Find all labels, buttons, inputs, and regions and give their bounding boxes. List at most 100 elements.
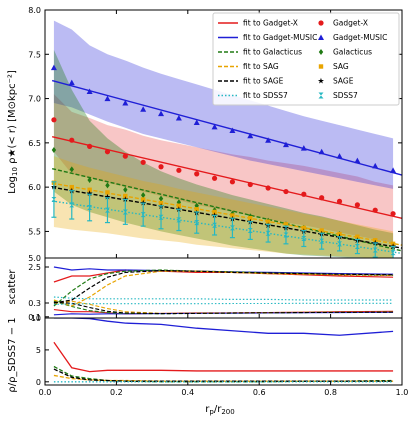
point-sage: ★	[104, 192, 111, 201]
legend-marker: ★	[317, 77, 324, 86]
point-gadget-x	[211, 175, 218, 181]
scatter-line-sage	[53, 269, 394, 304]
point-gadget-music	[211, 123, 218, 130]
point-gadget-x	[283, 188, 289, 195]
point-gadget-x	[319, 195, 325, 201]
point-galacticus	[87, 177, 92, 184]
y-axis-label-ratio: ρ/ρ_SDSS7 − 1	[7, 317, 18, 392]
scatter-line-lower-sdss7	[53, 302, 394, 305]
point-sag	[212, 209, 217, 215]
point-gadget-x	[372, 207, 378, 213]
point-galacticus	[123, 186, 128, 193]
legend-entry: fit to Gadget-X	[243, 19, 298, 28]
point-sag	[283, 222, 289, 227]
point-gadget-music	[247, 132, 254, 139]
legend-entry: Gadget-MUSIC	[333, 33, 387, 42]
point-gadget-x	[301, 191, 307, 197]
fit-line-sdss7	[52, 200, 402, 255]
point-gadget-x	[265, 185, 271, 191]
point-gadget-x	[176, 167, 182, 173]
scatter-line-sdss7	[53, 296, 394, 301]
point-sag	[265, 219, 271, 224]
legend-entry: fit to SAGE	[243, 77, 284, 86]
point-sag	[373, 238, 378, 243]
legend-entry: SDSS7	[333, 91, 358, 100]
point-gadget-music	[265, 137, 272, 143]
point-sag	[140, 197, 146, 202]
legend-entry: Gadget-X	[333, 19, 368, 28]
point-gadget-x	[390, 211, 396, 217]
ratio-line-gadget-x	[53, 341, 394, 373]
legend-entry: SAG	[333, 62, 349, 71]
fit-line-sag	[52, 182, 402, 246]
point-gadget-music	[229, 127, 236, 133]
y-tick-label: 7.5	[28, 50, 41, 59]
point-gadget-music	[336, 153, 343, 159]
point-gadget-x	[140, 159, 146, 165]
point-sdss7	[51, 197, 57, 203]
band-galacticus	[53, 49, 394, 258]
ratio-panel: 0 5 10 0.0 0.2 0.4 0.6 0.8 1.0	[31, 314, 409, 397]
legend-marker	[318, 49, 324, 55]
point-sdss7	[140, 212, 146, 218]
point-sdss7	[372, 247, 378, 253]
legend: fit to Gadget-X fit to Gadget-MUSIC fit to…	[212, 12, 400, 106]
point-sdss7	[301, 236, 307, 242]
x-tick-label: 0.4	[181, 388, 194, 397]
point-gadget-x	[51, 117, 57, 123]
point-sdss7	[265, 230, 271, 236]
y-tick-label: 5.0	[28, 254, 41, 263]
point-sag	[301, 225, 307, 231]
point-gadget-music	[140, 106, 147, 112]
scatter-line-lower-sage	[53, 301, 394, 315]
legend-entry: fit to Gadget-MUSIC	[243, 33, 317, 42]
point-sag	[123, 193, 128, 199]
point-gadget-x	[69, 137, 75, 143]
legend-entry: fit to Galacticus	[243, 48, 302, 57]
point-gadget-music	[372, 162, 379, 169]
point-sdss7	[337, 241, 343, 247]
point-gadget-music	[318, 148, 325, 155]
legend-entry: Galacticus	[333, 48, 372, 57]
x-tick-label: 1.0	[396, 388, 409, 397]
band-gadget-x	[53, 94, 394, 243]
legend-entry: fit to SAG	[243, 62, 279, 71]
y-tick-label: 0.3	[28, 299, 41, 308]
point-galacticus	[51, 146, 57, 153]
point-sdss7	[390, 250, 396, 256]
point-sag	[230, 213, 235, 218]
scatter-panel: 0.1 0.3 2.55.0	[28, 254, 403, 322]
y-axis-label-scatter: scatter	[7, 269, 18, 305]
ratio-line-sage	[53, 368, 394, 382]
fit-line-gadget-music	[51, 79, 402, 176]
point-gadget-music	[122, 100, 129, 106]
legend-marker	[318, 92, 324, 99]
y-tick-label: 8.0	[28, 6, 41, 15]
point-gadget-x	[336, 198, 343, 204]
point-gadget-music	[50, 64, 57, 71]
legend-entry: fit to SDSS7	[243, 91, 288, 100]
point-sdss7	[283, 232, 289, 238]
ratio-line-galacticus	[53, 365, 394, 383]
legend-marker	[318, 34, 324, 40]
point-sdss7	[229, 225, 235, 231]
point-sag	[69, 184, 74, 190]
point-gadget-x	[229, 179, 236, 185]
point-sag	[248, 215, 253, 221]
legend-marker	[318, 20, 324, 26]
point-gadget-music	[158, 110, 165, 117]
point-galacticus	[105, 182, 110, 189]
point-gadget-x	[194, 171, 200, 177]
point-sag	[105, 190, 110, 195]
x-tick-label: 0.2	[110, 388, 123, 397]
y-tick-label: 2.5	[28, 263, 41, 272]
band-sag	[53, 156, 394, 258]
point-sag	[194, 207, 199, 212]
point-gadget-x	[104, 149, 111, 155]
point-gadget-music	[282, 141, 289, 148]
fit-line-sage	[52, 186, 402, 249]
point-gadget-music	[104, 95, 111, 102]
point-sag	[390, 241, 396, 247]
y-tick-label: 0.1	[28, 313, 41, 322]
